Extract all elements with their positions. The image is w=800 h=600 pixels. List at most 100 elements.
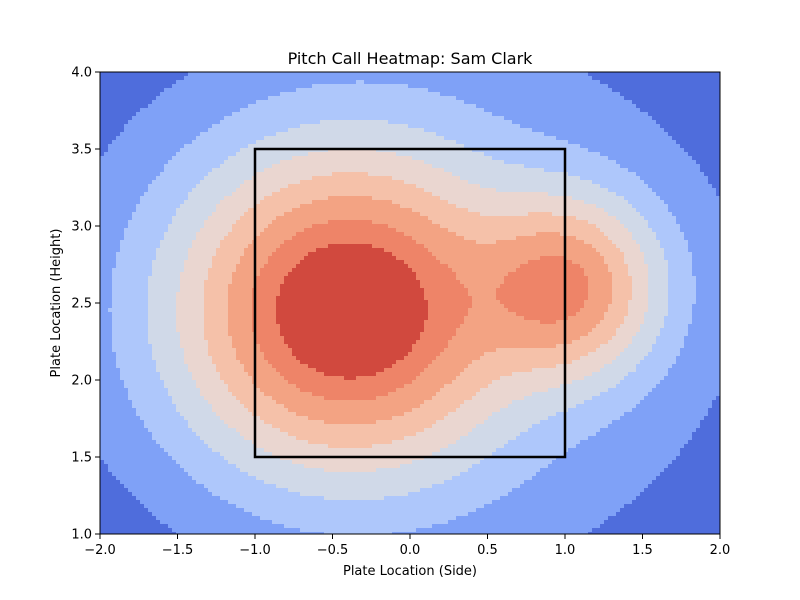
heatmap-cell xyxy=(128,520,133,525)
heatmap-cell xyxy=(112,124,117,129)
heatmap-cell xyxy=(180,132,185,137)
heatmap-cell xyxy=(100,364,105,369)
heatmap-cell xyxy=(172,368,177,373)
heatmap-cell xyxy=(184,108,189,113)
heatmap-cell xyxy=(184,336,189,341)
heatmap-cell xyxy=(172,348,177,353)
heatmap-cell xyxy=(112,444,117,449)
heatmap-cell xyxy=(116,448,121,453)
heatmap-cell xyxy=(136,136,141,141)
heatmap-cell xyxy=(164,112,169,117)
heatmap-cell xyxy=(172,324,177,329)
heatmap-cell xyxy=(168,268,173,273)
heatmap-cell xyxy=(120,264,125,269)
heatmap-cell xyxy=(188,456,193,461)
heatmap-cell xyxy=(124,396,129,401)
heatmap-cell xyxy=(104,224,109,229)
heatmap-cell xyxy=(164,436,169,441)
heatmap-cell xyxy=(152,296,157,301)
heatmap-cell xyxy=(104,520,109,525)
heatmap-cell xyxy=(136,140,141,145)
heatmap-cell xyxy=(152,176,157,181)
heatmap-cell xyxy=(116,488,121,493)
heatmap-cell xyxy=(120,336,125,341)
heatmap-cell xyxy=(120,504,125,509)
heatmap-cell xyxy=(184,104,189,109)
heatmap-cell xyxy=(160,176,165,181)
heatmap-cell xyxy=(176,88,181,93)
heatmap-cell xyxy=(168,436,173,441)
heatmap-cell xyxy=(192,484,197,489)
heatmap-cell xyxy=(160,408,165,413)
heatmap-cell xyxy=(172,428,177,433)
heatmap-cell xyxy=(160,312,165,317)
heatmap-cell xyxy=(148,116,153,121)
heatmap-cell xyxy=(192,420,197,425)
heatmap-cell xyxy=(172,72,177,77)
heatmap-cell xyxy=(104,384,109,389)
heatmap-cell xyxy=(136,176,141,181)
heatmap-cell xyxy=(112,132,117,137)
heatmap-cell xyxy=(168,480,173,485)
heatmap-cell xyxy=(116,480,121,485)
heatmap-cell xyxy=(116,128,121,133)
heatmap-cell xyxy=(184,188,189,193)
heatmap-cell xyxy=(164,508,169,513)
heatmap-cell xyxy=(176,496,181,501)
heatmap-cell xyxy=(108,80,113,85)
heatmap-cell xyxy=(116,520,121,525)
heatmap-cell xyxy=(156,316,161,321)
heatmap-cell xyxy=(116,212,121,217)
heatmap-cell xyxy=(144,396,149,401)
heatmap-cell xyxy=(192,96,197,101)
heatmap-cell xyxy=(136,480,141,485)
heatmap-cell xyxy=(148,112,153,117)
heatmap-cell xyxy=(176,108,181,113)
heatmap-cell xyxy=(132,432,137,437)
heatmap-cell xyxy=(188,428,193,433)
heatmap-cell xyxy=(172,284,177,289)
heatmap-cell xyxy=(156,352,161,357)
heatmap-cell xyxy=(152,224,157,229)
heatmap-cell xyxy=(104,160,109,165)
heatmap-cell xyxy=(120,148,125,153)
heatmap-cell xyxy=(136,108,141,113)
heatmap-cell xyxy=(100,344,105,349)
heatmap-cell xyxy=(116,296,121,301)
heatmap-cell xyxy=(140,132,145,137)
heatmap-cell xyxy=(100,420,105,425)
heatmap-cell xyxy=(156,368,161,373)
heatmap-cell xyxy=(192,152,197,157)
heatmap-cell xyxy=(184,512,189,517)
heatmap-cell xyxy=(180,180,185,185)
heatmap-cell xyxy=(148,464,153,469)
heatmap-cell xyxy=(104,368,109,373)
heatmap-cell xyxy=(156,152,161,157)
heatmap-cell xyxy=(136,508,141,513)
heatmap-cell xyxy=(120,108,125,113)
heatmap-cell xyxy=(192,164,197,169)
heatmap-cell xyxy=(184,380,189,385)
heatmap-cell xyxy=(112,284,117,289)
heatmap-cell xyxy=(168,152,173,157)
heatmap-cell xyxy=(160,288,165,293)
heatmap-cell xyxy=(108,476,113,481)
heatmap-cell xyxy=(188,476,193,481)
heatmap-cell xyxy=(128,304,133,309)
heatmap-cell xyxy=(148,168,153,173)
heatmap-cell xyxy=(136,312,141,317)
heatmap-cell xyxy=(180,344,185,349)
heatmap-cell xyxy=(156,84,161,89)
heatmap-cell xyxy=(140,372,145,377)
heatmap-cell xyxy=(132,148,137,153)
heatmap-cell xyxy=(164,444,169,449)
heatmap-cell xyxy=(152,344,157,349)
heatmap-cell xyxy=(148,256,153,261)
heatmap-cell xyxy=(164,316,169,321)
heatmap-cell xyxy=(172,260,177,265)
heatmap-cell xyxy=(128,92,133,97)
heatmap-cell xyxy=(152,144,157,149)
heatmap-cell xyxy=(172,84,177,89)
heatmap-cell xyxy=(140,80,145,85)
heatmap-cell xyxy=(104,192,109,197)
